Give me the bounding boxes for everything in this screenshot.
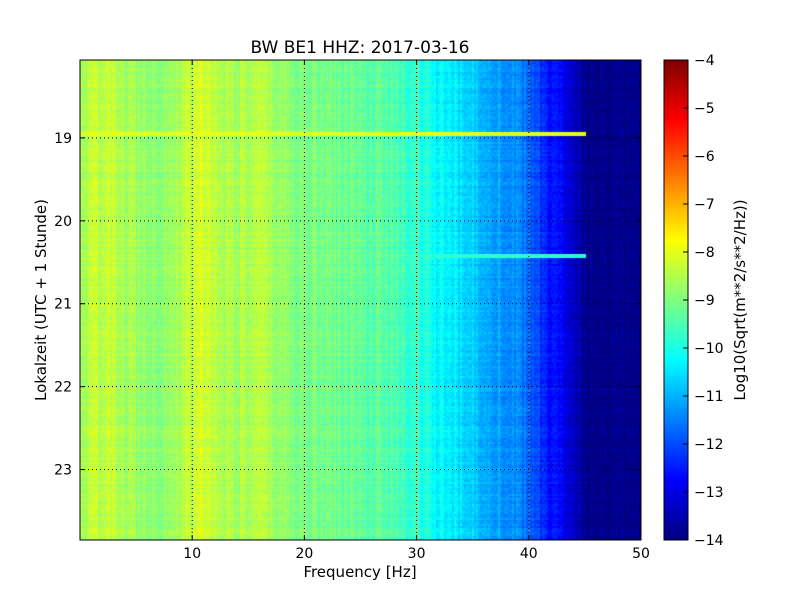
colorbar-tick-label: −4: [694, 53, 715, 69]
spectrogram-image: [80, 60, 641, 540]
colorbar-tick-label: −6: [694, 149, 715, 165]
x-axis-ticks: 10 20 30 40 50: [183, 60, 650, 562]
colorbar-tick-label: −13: [694, 485, 724, 501]
y-tick-label: 23: [54, 463, 72, 479]
y-axis-ticks: 19 20 21 22 23: [54, 131, 641, 479]
colorbar-tick-label: −8: [694, 245, 715, 261]
colorbar-tick-label: −7: [694, 197, 715, 213]
x-tick-label: 50: [632, 546, 650, 562]
x-tick-label: 20: [295, 546, 313, 562]
grid-lines: [80, 60, 641, 540]
y-axis-label: Lokalzeit (UTC + 1 Stunde): [32, 199, 50, 401]
x-axis-label: Frequency [Hz]: [303, 563, 416, 581]
colorbar-label: Log10(Sqrt(m**2/s**2/Hz)): [731, 199, 749, 400]
colorbar-tick-label: −10: [694, 341, 724, 357]
colorbar-tick-label: −11: [694, 389, 724, 405]
colorbar-tick-label: −12: [694, 437, 724, 453]
y-tick-label: 19: [54, 131, 72, 147]
colorbar-ticks: −4 −5 −6 −7 −8 −9 −10 −11 −12 −13 −14: [683, 53, 724, 549]
x-tick-label: 40: [520, 546, 538, 562]
y-tick-label: 20: [54, 214, 72, 230]
y-tick-label: 21: [54, 297, 72, 313]
y-tick-label: 22: [54, 380, 72, 396]
x-tick-label: 30: [408, 546, 426, 562]
colorbar-tick-label: −5: [694, 101, 715, 117]
plot-frame: [79, 59, 642, 541]
x-tick-label: 10: [183, 546, 201, 562]
colorbar-tick-label: −14: [694, 533, 724, 549]
colorbar-tick-label: −9: [694, 293, 715, 309]
chart-title: BW BE1 HHZ: 2017-03-16: [250, 38, 469, 58]
